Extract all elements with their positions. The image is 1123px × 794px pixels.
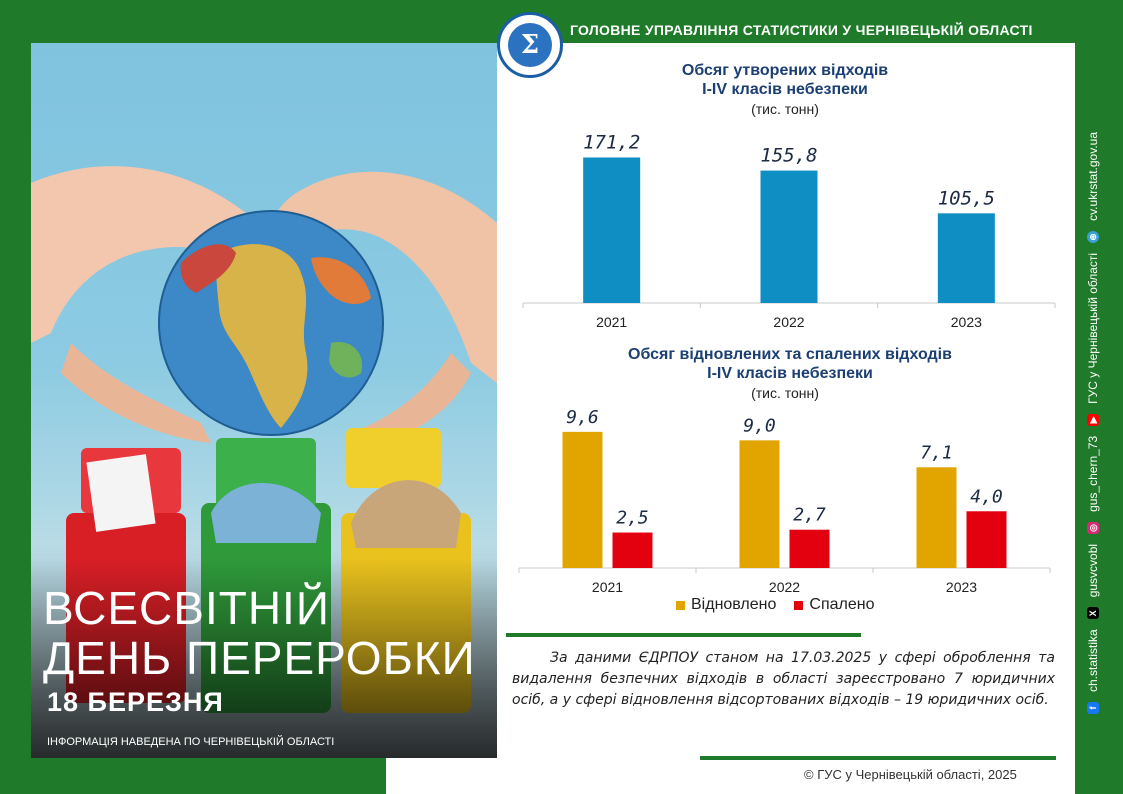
chart2-title-line1: Обсяг відновлених та спалених відходів [628,346,952,363]
data-label: 105,5 [938,187,995,209]
data-label: 4,0 [970,486,1003,507]
x-tick-label: 2022 [769,579,800,595]
data-label: 9,0 [743,415,776,436]
legend-swatch-burned [794,600,804,610]
chart1-title-line1: Обсяг утворених відходів [681,62,889,79]
sigma-icon: Σ [520,30,540,60]
hero-photo: ВСЕСВІТНІЙ ДЕНЬ ПЕРЕРОБКИ 18 БЕРЕЗНЯ ІНФ… [31,43,497,758]
youtube-icon[interactable]: ▶ [1087,413,1099,426]
data-label: 7,1 [920,442,953,463]
legend-item-recovered: Відновлено [676,596,776,614]
x-icon[interactable]: X [1087,607,1099,620]
facebook-icon[interactable]: f [1087,702,1099,714]
legend-item-burned: Спалено [794,596,875,614]
chart1-unit: (тис. тонн) [751,101,819,117]
derzhstat-logo: Σ [497,12,563,78]
chart1-title: Обсяг утворених відходів I-IV класів неб… [560,61,1010,99]
chart2-title: Обсяг відновлених та спалених відходів I… [540,345,1040,383]
divider-bottom [700,756,1056,760]
social-youtube[interactable]: ГУС у Чернівецькій області [1086,252,1100,404]
chart2-title-line2: I-IV класів небезпеки [707,365,873,382]
banner-title-line2: ДЕНЬ ПЕРЕРОБКИ [43,632,476,684]
copyright: © ГУС у Чернівецькій області, 2025 [804,767,1017,782]
social-strip: f ch.statistika X gusvcvobl ◎ gus_chern_… [1086,132,1100,714]
data-label: 2,5 [616,508,649,529]
x-tick-label: 2023 [951,314,982,330]
globe-icon[interactable]: ⊕ [1087,230,1099,243]
legend-label-burned: Спалено [809,596,875,613]
chart2-unit: (тис. тонн) [751,385,819,401]
data-label: 171,2 [583,131,640,153]
x-tick-label: 2022 [773,314,804,330]
organization-title: ГОЛОВНЕ УПРАВЛІННЯ СТАТИСТИКИ У ЧЕРНІВЕЦ… [570,22,1033,38]
bar [966,511,1007,568]
social-x[interactable]: gusvcvobl [1086,543,1100,598]
bar [739,440,780,568]
banner-date: 18 БЕРЕЗНЯ [47,687,224,717]
divider-top [506,633,861,637]
bar [612,532,653,568]
data-label: 9,6 [566,407,599,428]
social-web[interactable]: cv.ukrstat.gov.ua [1086,131,1100,221]
chart1-title-line2: I-IV класів небезпеки [702,81,868,98]
x-tick-label: 2023 [946,579,977,595]
legend-label-recovered: Відновлено [691,596,777,613]
x-tick-label: 2021 [596,314,627,330]
instagram-icon[interactable]: ◎ [1087,521,1099,534]
x-tick-label: 2021 [592,579,623,595]
bar [916,467,957,568]
banner-title-line1: ВСЕСВІТНІЙ [43,582,330,634]
info-paragraph: За даними ЄДРПОУ станом на 17.03.2025 у … [512,650,1055,708]
footer-panel [386,758,1075,794]
bar [583,157,641,303]
chart2-svg: 9,6 2,5 2021 9,0 2,7 2022 7,1 4,0 2023 [518,407,1051,595]
bar [937,213,995,303]
data-label: 2,7 [793,505,826,526]
legend-swatch-recovered [676,600,685,610]
social-instagram[interactable]: gus_chern_73 [1086,435,1100,512]
photo-gradient [31,558,497,758]
data-label: 155,8 [760,145,817,167]
logo-inner: Σ [508,23,552,67]
bar [760,170,818,303]
chart2-legend: Відновлено Спалено [676,596,875,614]
bar [789,529,830,568]
banner-title: ВСЕСВІТНІЙ ДЕНЬ ПЕРЕРОБКИ [43,583,476,683]
banner-note: ІНФОРМАЦІЯ НАВЕДЕНА ПО ЧЕРНІВЕЦЬКІЙ ОБЛА… [47,736,335,748]
social-facebook[interactable]: ch.statistika [1086,629,1100,692]
chart1-svg: 171,2 2021 155,8 2022 105,5 2023 [522,131,1056,330]
bar [562,431,603,568]
